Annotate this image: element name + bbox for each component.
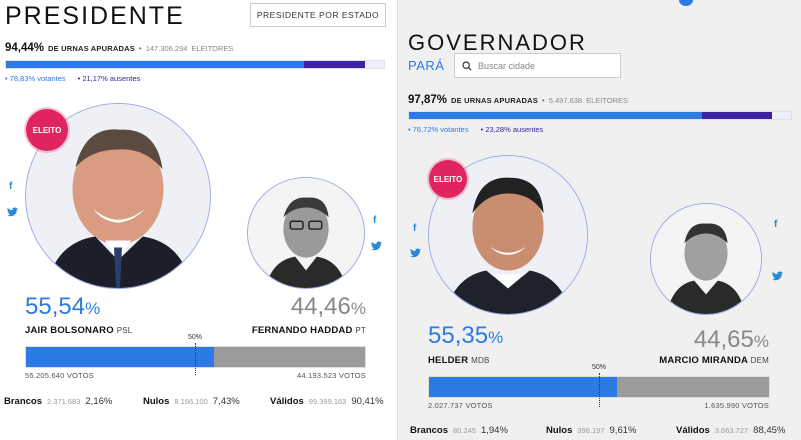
turnout-bar — [5, 60, 385, 69]
candidate-photo-helder — [428, 155, 588, 315]
elected-badge: ELEITO — [26, 109, 68, 151]
runner-up-share-fill — [617, 377, 769, 397]
portrait-icon — [248, 178, 364, 288]
facebook-share-icon[interactable]: f — [774, 219, 778, 230]
winner-name: HELDER MDB — [428, 355, 490, 366]
winner-percent: 55,35% — [428, 322, 504, 349]
stat-validos: Válidos 3.663.727 88,45% — [676, 425, 786, 436]
candidate-photo-miranda — [650, 203, 762, 315]
winner-votes: 55.205.640 VOTOS — [25, 371, 94, 380]
elected-badge: ELEITO — [429, 160, 467, 198]
half-marker-line — [195, 343, 196, 375]
voters-count: 147.306.294 — [145, 44, 188, 53]
runner-up-votes: 1.635.990 VOTOS — [704, 401, 769, 410]
winner-votes: 2.027.737 VOTOS — [428, 401, 493, 410]
separator-dot: • — [541, 96, 545, 105]
twitter-share-icon[interactable] — [772, 268, 783, 286]
voters-count: 5.497.638 — [548, 96, 583, 105]
voters-count-label: ELEITORES — [586, 96, 629, 105]
urns-summary: 97,87% DE URNAS APURADAS • 5.497.638 ELE… — [408, 94, 628, 106]
urns-label: DE URNAS APURADAS — [451, 96, 538, 105]
turnout-bar — [408, 111, 792, 120]
twitter-share-icon[interactable] — [371, 238, 382, 256]
half-marker-line — [599, 373, 600, 407]
turnout-voters-fill — [6, 61, 304, 68]
governor-panel: GOVERNADOR PARÁ Buscar cidade 97,87% DE … — [397, 0, 801, 440]
search-placeholder: Buscar cidade — [478, 60, 536, 71]
runner-up-percent: 44,46% — [290, 293, 366, 320]
turnout-legend: • 76,72% votantes • 23,28% ausentes — [408, 125, 543, 134]
page-title: PRESIDENTE — [5, 2, 185, 30]
runner-up-votes: 44.193.523 VOTOS — [297, 371, 366, 380]
stat-validos: Válidos 99.399.163 90,41% — [270, 396, 384, 407]
governor-title: GOVERNADOR — [408, 30, 587, 55]
twitter-share-icon[interactable] — [7, 204, 18, 222]
legend-absent: • 21,17% ausentes — [77, 74, 141, 83]
president-by-state-button[interactable]: PRESIDENTE POR ESTADO — [250, 3, 386, 27]
legend-voters: • 78,83% votantes — [5, 74, 66, 83]
urns-percent: 97,87% — [408, 94, 448, 106]
winner-share-fill — [26, 347, 215, 367]
city-search-input[interactable]: Buscar cidade — [454, 53, 621, 78]
turnout-absent-fill — [303, 61, 366, 68]
urns-label: DE URNAS APURADAS — [48, 44, 135, 53]
scroll-indicator[interactable] — [679, 0, 693, 6]
search-icon — [462, 60, 472, 71]
portrait-icon — [429, 156, 587, 314]
runner-up-name: MARCIO MIRANDA DEM — [659, 355, 769, 366]
turnout-legend: • 78,83% votantes • 21,17% ausentes — [5, 74, 140, 83]
winner-share-fill — [429, 377, 618, 397]
turnout-voters-fill — [409, 112, 703, 119]
stat-nulos: Nulos 8.166.100 7,43% — [143, 396, 240, 407]
urns-percent: 94,44% — [5, 42, 45, 54]
winner-percent: 55,54% — [25, 293, 101, 320]
facebook-share-icon[interactable]: f — [9, 181, 13, 192]
turnout-absent-fill — [702, 112, 772, 119]
half-marker-label: 50% — [592, 364, 607, 371]
portrait-icon — [651, 204, 761, 314]
stat-brancos: Brancos 80.245 1,94% — [410, 425, 508, 436]
stat-brancos: Brancos 2.371.683 2,16% — [4, 396, 113, 407]
runner-up-share-fill — [214, 347, 365, 367]
twitter-share-icon[interactable] — [410, 245, 421, 263]
runner-up-name: FERNANDO HADDAD PT — [251, 325, 366, 336]
urns-summary: 94,44% DE URNAS APURADAS • 147.306.294 E… — [5, 42, 233, 54]
facebook-share-icon[interactable]: f — [413, 223, 417, 234]
legend-voters: • 76,72% votantes — [408, 125, 469, 134]
legend-absent: • 23,28% ausentes — [480, 125, 544, 134]
candidate-photo-haddad — [247, 177, 365, 289]
separator-dot: • — [138, 44, 142, 53]
voters-count-label: ELEITORES — [191, 44, 234, 53]
facebook-share-icon[interactable]: f — [373, 215, 377, 226]
state-selector[interactable]: PARÁ — [408, 58, 445, 73]
winner-name: JAIR BOLSONARO PSL — [25, 325, 133, 336]
stat-nulos: Nulos 398.197 9,61% — [546, 425, 637, 436]
half-marker-label: 50% — [188, 334, 203, 341]
president-panel: PRESIDENTE PRESIDENTE POR ESTADO 94,44% … — [0, 0, 397, 440]
runner-up-percent: 44,65% — [693, 326, 769, 353]
